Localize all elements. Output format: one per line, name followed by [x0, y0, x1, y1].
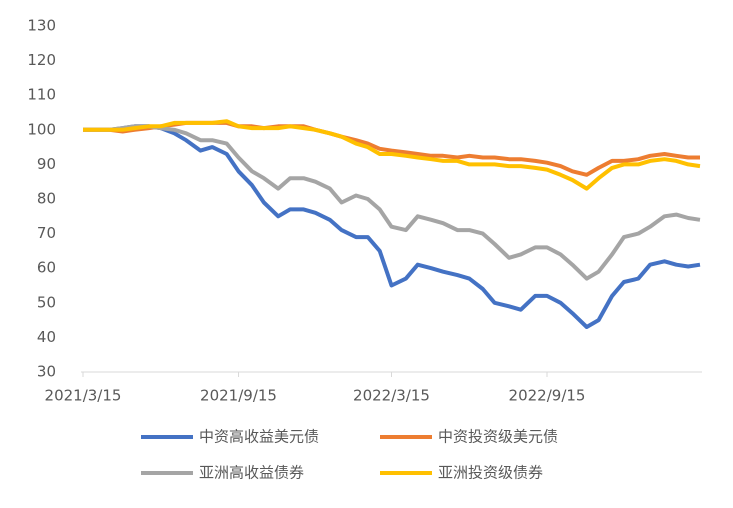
y-tick-label: 40 [37, 328, 56, 346]
legend-label: 亚洲投资级债券 [438, 464, 543, 482]
legend-label: 亚洲高收益债券 [199, 464, 304, 482]
y-tick-label: 30 [37, 363, 56, 381]
x-tick-label: 2021/9/15 [200, 387, 277, 405]
series-line [83, 119, 701, 191]
y-tick-label: 60 [37, 259, 56, 277]
y-tick-label: 100 [27, 120, 56, 138]
y-tick-label: 120 [27, 51, 56, 69]
x-tick-label: 2022/9/15 [509, 387, 586, 405]
y-tick-label: 70 [37, 224, 56, 242]
series-line [83, 124, 701, 329]
y-tick-label: 110 [27, 86, 56, 104]
y-tick-label: 80 [37, 190, 56, 208]
y-tick-label: 90 [37, 155, 56, 173]
y-tick-label: 130 [27, 17, 56, 35]
y-tick-label: 50 [37, 293, 56, 311]
legend-label: 中资高收益美元债 [199, 428, 319, 446]
x-tick-label: 2021/3/15 [45, 387, 122, 405]
legend-label: 中资投资级美元债 [438, 428, 558, 446]
series-line [83, 124, 701, 281]
x-tick-label: 2022/3/15 [353, 387, 430, 405]
